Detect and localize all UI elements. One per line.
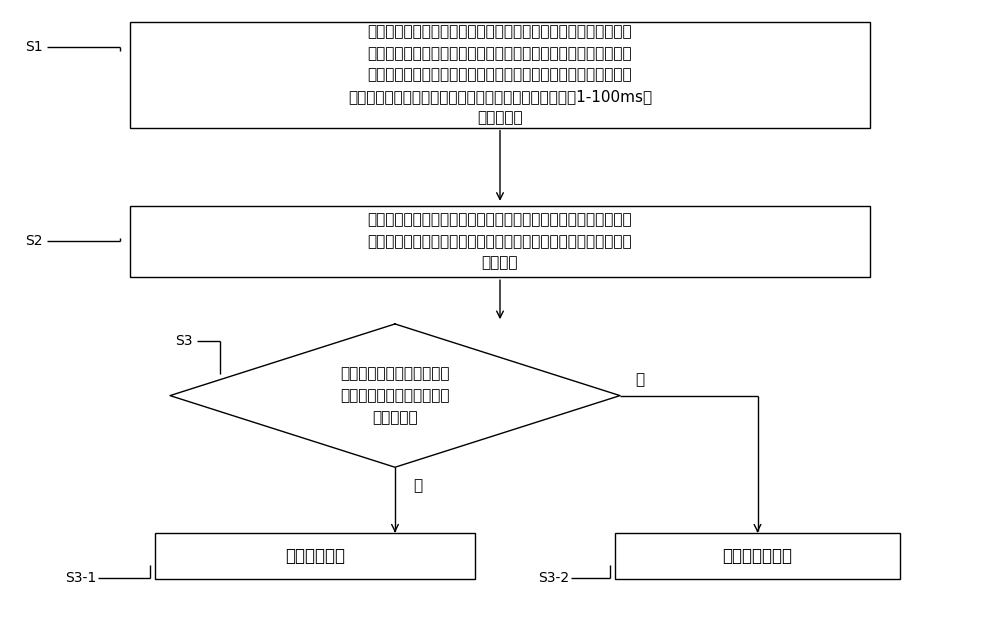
Text: 将电芯以第一充电方式充电至预设荷电状态，在第一时刻检测电芯
两端的第一开路电压，在第二时刻检测电芯两端的第二开路电压，
计算第二开路电压与第一开路电压的差值作为: 将电芯以第一充电方式充电至预设荷电状态，在第一时刻检测电芯 两端的第一开路电压，… [348, 24, 652, 125]
Text: 判断极化参数是否随预设荷
电状态的增大出现先增大后
减小的趋势: 判断极化参数是否随预设荷 电状态的增大出现先增大后 减小的趋势 [340, 366, 450, 426]
FancyBboxPatch shape [155, 533, 475, 579]
Text: S3: S3 [175, 335, 192, 348]
Text: 多次通过第一充电方式对电芯充电至不同的预设荷电状态，获取不
同预设荷电状态下对应的第一极化值的数据，根据第一极化值确定
极化参数: 多次通过第一充电方式对电芯充电至不同的预设荷电状态，获取不 同预设荷电状态下对应… [368, 212, 632, 270]
Text: 是: 是 [413, 478, 422, 493]
Text: S1: S1 [25, 40, 43, 54]
FancyBboxPatch shape [130, 22, 870, 128]
Text: 电芯发生析锂: 电芯发生析锂 [285, 547, 345, 565]
Text: S2: S2 [25, 234, 42, 248]
FancyBboxPatch shape [130, 206, 870, 277]
Text: 电芯未发生析锂: 电芯未发生析锂 [722, 547, 792, 565]
Text: 否: 否 [635, 373, 644, 388]
FancyBboxPatch shape [615, 533, 900, 579]
Text: S3-2: S3-2 [538, 571, 569, 585]
Text: S3-1: S3-1 [65, 571, 96, 585]
